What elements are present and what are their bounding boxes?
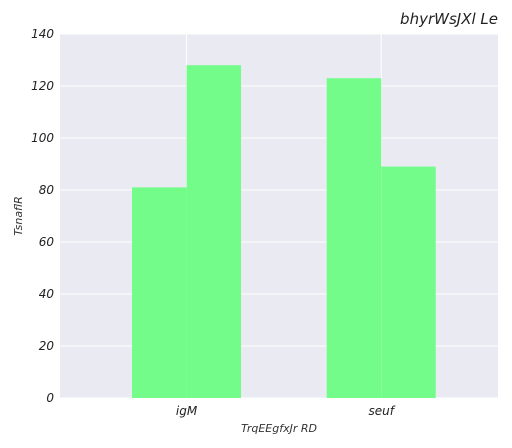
bar: [381, 166, 436, 398]
y-tick-label: 0: [46, 391, 54, 405]
bar: [132, 187, 187, 398]
x-tick-label: igM: [176, 404, 198, 418]
bar: [326, 78, 382, 398]
y-tick-label: 120: [31, 79, 54, 93]
x-axis-label: TrqEEgfxJr RD: [241, 422, 317, 435]
y-tick-label: 60: [39, 235, 55, 249]
y-tick-label: 40: [39, 287, 55, 301]
y-tick-label: 100: [31, 131, 54, 145]
bar: [186, 65, 242, 398]
x-tick-label: seuf: [368, 404, 395, 418]
bars: [132, 65, 436, 398]
chart-title: bhyrWsJXl Le: [400, 10, 498, 28]
y-tick-label: 140: [31, 27, 54, 41]
tick-labels: 0 20 40 60 80 100 120 140 igM seuf: [31, 27, 396, 418]
y-tick-label: 20: [39, 339, 55, 353]
y-tick-label: 80: [39, 183, 55, 197]
y-axis-label: TsnaflR: [12, 196, 25, 236]
